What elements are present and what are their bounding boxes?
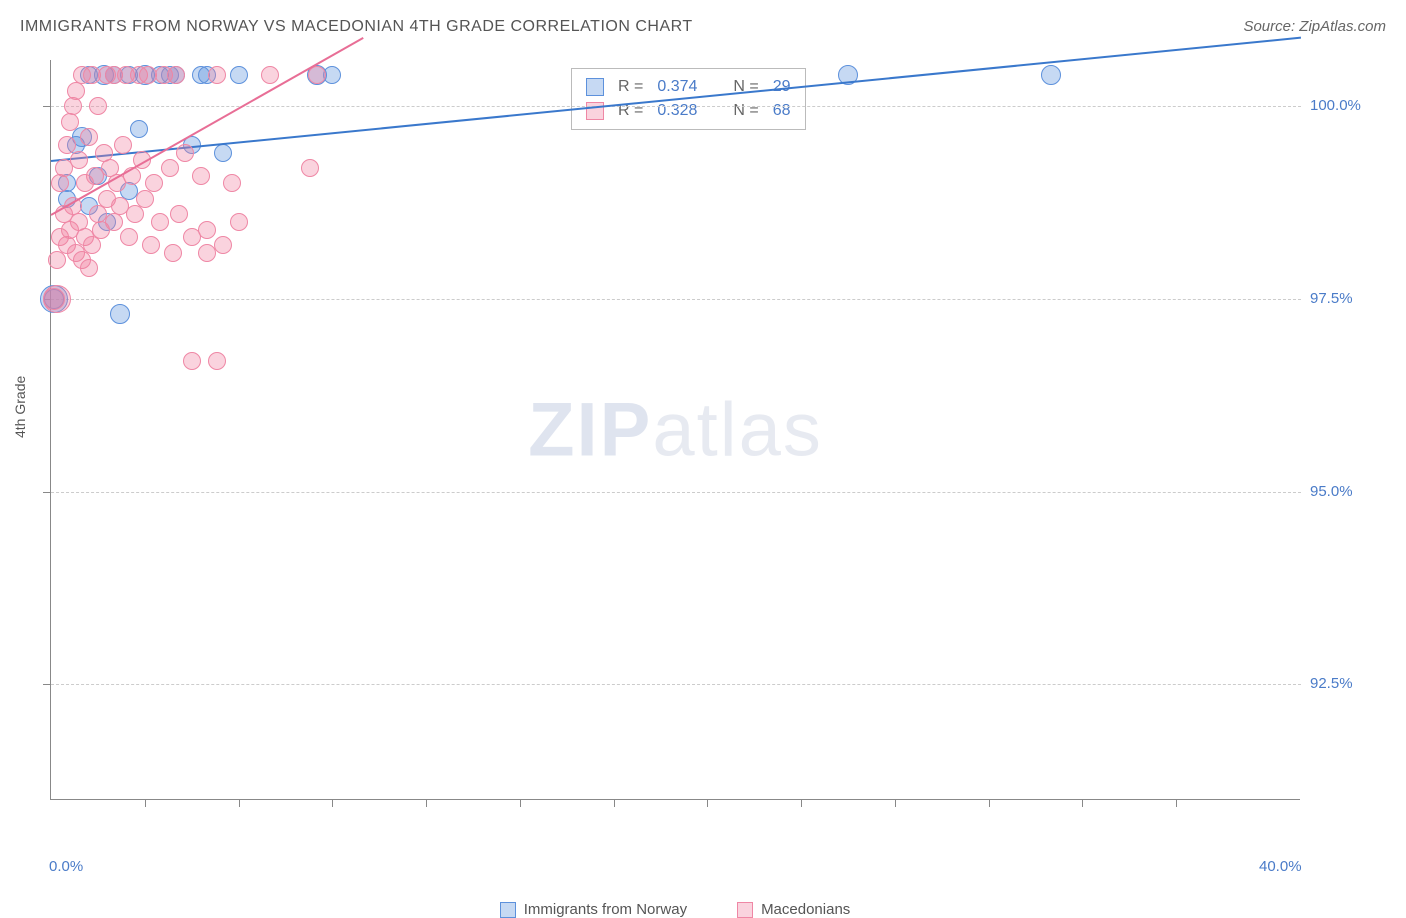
data-point: [223, 174, 241, 192]
data-point: [198, 221, 216, 239]
data-point: [51, 174, 69, 192]
stat-r-label: R =: [618, 78, 643, 96]
data-point: [80, 259, 98, 277]
stat-r-value: 0.328: [657, 102, 697, 120]
data-point: [61, 113, 79, 131]
data-point: [323, 66, 341, 84]
trend-line: [51, 37, 364, 216]
bottom-legend: Immigrants from Norway Macedonians: [50, 901, 1300, 918]
data-point: [130, 120, 148, 138]
data-point: [58, 136, 76, 154]
stat-row: R =0.374N =29: [586, 75, 791, 99]
y-tick: [43, 684, 51, 685]
y-axis-title: 4th Grade: [12, 376, 28, 438]
y-tick: [43, 106, 51, 107]
x-tick: [707, 799, 708, 807]
y-tick-label: 95.0%: [1310, 483, 1380, 500]
data-point: [170, 205, 188, 223]
x-tick: [614, 799, 615, 807]
data-point: [43, 285, 71, 313]
data-point: [120, 228, 138, 246]
data-point: [48, 251, 66, 269]
data-point: [176, 144, 194, 162]
legend-item: Immigrants from Norway: [500, 901, 687, 918]
x-tick: [989, 799, 990, 807]
data-point: [208, 352, 226, 370]
x-tick: [145, 799, 146, 807]
watermark: ZIPatlas: [528, 386, 823, 473]
x-tick: [895, 799, 896, 807]
data-point: [301, 159, 319, 177]
data-point: [136, 190, 154, 208]
legend-swatch: [500, 902, 516, 918]
chart-container: 4th Grade ZIPatlas R =0.374N =29R =0.328…: [50, 60, 1390, 840]
data-point: [126, 205, 144, 223]
stat-r-value: 0.374: [657, 78, 697, 96]
data-point: [83, 236, 101, 254]
data-point: [167, 66, 185, 84]
data-point: [105, 213, 123, 231]
gridline: [51, 492, 1301, 493]
gridline: [51, 684, 1301, 685]
x-tick: [1176, 799, 1177, 807]
stat-swatch: [586, 78, 604, 96]
data-point: [230, 66, 248, 84]
data-point: [214, 144, 232, 162]
plot-area: ZIPatlas R =0.374N =29R =0.328N =68 92.5…: [50, 60, 1300, 800]
gridline: [51, 299, 1301, 300]
data-point: [208, 66, 226, 84]
y-tick-label: 97.5%: [1310, 290, 1380, 307]
data-point: [230, 213, 248, 231]
x-tick-label: 40.0%: [1259, 858, 1302, 875]
data-point: [142, 236, 160, 254]
x-tick: [239, 799, 240, 807]
data-point: [110, 304, 130, 324]
data-point: [151, 213, 169, 231]
source-label: Source: ZipAtlas.com: [1243, 18, 1386, 35]
data-point: [214, 236, 232, 254]
legend-label: Immigrants from Norway: [524, 901, 687, 918]
data-point: [64, 97, 82, 115]
data-point: [1041, 65, 1061, 85]
data-point: [80, 128, 98, 146]
x-tick-label: 0.0%: [49, 858, 83, 875]
x-tick: [1082, 799, 1083, 807]
data-point: [261, 66, 279, 84]
data-point: [89, 97, 107, 115]
x-tick: [426, 799, 427, 807]
stat-row: R =0.328N =68: [586, 99, 791, 123]
legend-swatch: [737, 902, 753, 918]
data-point: [67, 82, 85, 100]
data-point: [164, 244, 182, 262]
data-point: [70, 151, 88, 169]
data-point: [308, 66, 326, 84]
data-point: [192, 167, 210, 185]
data-point: [161, 159, 179, 177]
y-tick-label: 100.0%: [1310, 97, 1380, 114]
stat-n-label: N =: [733, 102, 758, 120]
x-tick: [332, 799, 333, 807]
watermark-atlas: atlas: [652, 387, 823, 472]
data-point: [183, 352, 201, 370]
x-tick: [520, 799, 521, 807]
data-point: [145, 174, 163, 192]
x-tick: [801, 799, 802, 807]
trend-line: [51, 37, 1301, 162]
y-tick-label: 92.5%: [1310, 675, 1380, 692]
stat-n-value: 68: [773, 102, 791, 120]
legend-item: Macedonians: [737, 901, 850, 918]
y-tick: [43, 492, 51, 493]
data-point: [114, 136, 132, 154]
watermark-zip: ZIP: [528, 387, 652, 472]
chart-title: IMMIGRANTS FROM NORWAY VS MACEDONIAN 4TH…: [20, 18, 693, 36]
legend-label: Macedonians: [761, 901, 850, 918]
